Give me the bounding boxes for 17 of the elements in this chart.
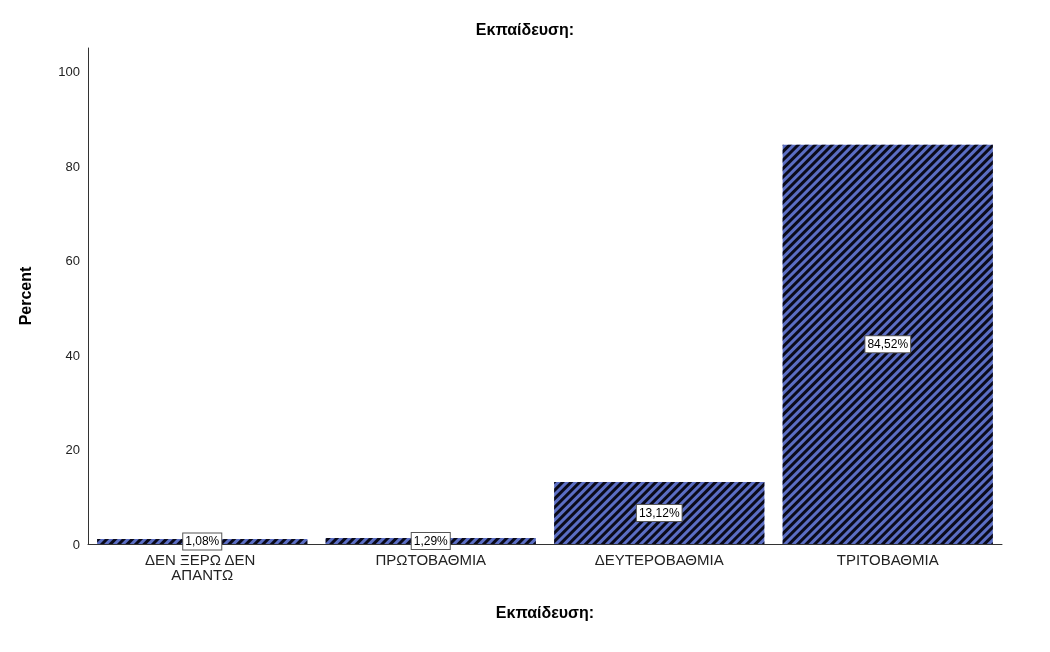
x-tick-label: ΠΡΩΤΟΒΑΘΜΙΑ xyxy=(375,551,487,568)
x-tick-label: ΔΕΥΤΕΡΟΒΑΘΜΙΑ xyxy=(594,551,724,568)
data-label: 1,29% xyxy=(413,533,449,548)
x-axis-title: Εκπαίδευση: xyxy=(495,603,595,621)
chart-title: Εκπαίδευση: xyxy=(475,20,575,38)
y-tick-label: 40 xyxy=(65,347,80,363)
data-label: 84,52% xyxy=(867,337,909,352)
y-axis-title: Percent xyxy=(16,265,34,326)
x-tick-label: ΔΕΝ ΞΕΡΩ ΔΕΝ ΑΠΑΝΤΩ xyxy=(145,551,260,583)
y-tick-label: 0 xyxy=(72,536,80,552)
y-tick-label: 60 xyxy=(65,253,80,269)
y-tick-label: 100 xyxy=(58,64,80,80)
x-tick-label: ΤΡΙΤΟΒΑΘΜΙΑ xyxy=(836,551,939,568)
y-tick-label: 20 xyxy=(65,442,80,458)
data-label: 1,08% xyxy=(185,534,220,549)
y-tick-label: 80 xyxy=(65,158,80,174)
data-label: 13,12% xyxy=(638,506,680,521)
